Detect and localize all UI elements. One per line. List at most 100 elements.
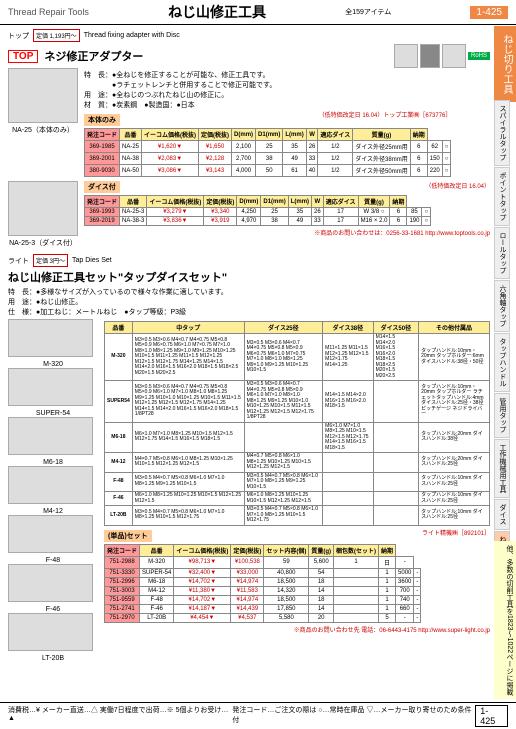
- table-cell: F-48: [105, 472, 133, 492]
- table-cell: M3×0.5 M4×0.7 M5×0.8 M6×1.0 M7×1.0 M8×1.…: [132, 506, 244, 526]
- table-cell: M4-12: [140, 586, 174, 595]
- page-number-bottom: 1-425: [475, 705, 508, 727]
- table-cell: M14×1.5 M14×2.0 M16×1.5 M16×2.0 M18×1.5 …: [373, 334, 418, 381]
- table-cell: 18,500: [264, 577, 309, 586]
- table-cell: ○: [442, 165, 451, 177]
- table-header: 納期: [410, 129, 427, 141]
- table-cell: 751-2988: [105, 556, 140, 568]
- table-cell: 40,800: [264, 568, 309, 577]
- table-cell: 6: [390, 208, 407, 217]
- product-img: [8, 515, 93, 553]
- table-cell: ¥2,128: [199, 153, 232, 165]
- table-cell: 4,250: [237, 208, 261, 217]
- table-cell: 5,580: [264, 613, 309, 622]
- table-cell: [373, 492, 418, 506]
- table-cell: ○: [422, 208, 431, 217]
- table-cell: タップハンドル:20mm ダイスハンドル:25径: [419, 453, 490, 473]
- table-cell: 35: [288, 208, 311, 217]
- table-cell: 380-9030: [85, 165, 120, 177]
- table-cell: 190: [407, 217, 422, 226]
- table-cell: NA-25-3: [120, 208, 147, 217]
- table-header: イーコム価格(税抜): [147, 196, 204, 208]
- product-img: [8, 319, 93, 357]
- table-cell: 85: [407, 208, 422, 217]
- table-cell: ダイス外径38mm用: [353, 153, 411, 165]
- table-cell: 700: [396, 586, 414, 595]
- dim-diagram-2: [420, 44, 440, 68]
- header-items: 全159アイテム: [345, 7, 391, 17]
- product-img-label: M-320: [8, 361, 98, 368]
- table-cell: 25: [261, 208, 288, 217]
- table-cell: 740: [396, 595, 414, 604]
- table-cell: -: [414, 568, 421, 577]
- table-header: 定価(税抜): [204, 196, 237, 208]
- table-cell: 1: [334, 556, 379, 568]
- table-header: ダイス38径: [323, 322, 373, 334]
- table-cell: M6×1.0 M8×1.25 M10×1.25 M10×1.5 M12×1.25…: [132, 492, 244, 506]
- subhead-with-dice: ダイス付: [84, 181, 120, 193]
- side-tab-main: ねじ切り工具: [494, 26, 516, 102]
- table-cell: 1/2: [318, 141, 353, 153]
- table-cell: M6×1.0 M7×1.0 M8×1.25 M10×1.5 M12×1.5 M1…: [132, 422, 244, 453]
- table-cell: タップハンドル:10mm ダイスハンドル:25径: [419, 472, 490, 492]
- side-tab-item: 工作機械用工具: [494, 439, 510, 498]
- table-cell: 17: [323, 208, 358, 217]
- table-cell: 18: [309, 577, 334, 586]
- table-cell: 日: [379, 556, 396, 568]
- table-cell: タップハンドル:10mm ダイスハンドル:25径: [419, 506, 490, 526]
- table-cell: 35: [283, 141, 306, 153]
- product-img-na25: [8, 68, 78, 123]
- table-cell: M3×0.5 M4×0.7 M5×0.8 M6×1.0 M7×1.0 M8×1.…: [244, 506, 323, 526]
- table-cell: 5000: [396, 568, 414, 577]
- table-header: D(mm): [232, 129, 256, 141]
- table-cell: [334, 613, 379, 622]
- table-header: イーコム価格(税抜): [174, 544, 231, 556]
- table-cell: 369-1993: [85, 208, 120, 217]
- table-cell: 369-1985: [85, 141, 120, 153]
- rohs-badge: RoHS: [468, 52, 490, 60]
- table-header: イーコム価格(税抜): [142, 129, 199, 141]
- product-img: [8, 417, 93, 455]
- table-cell: [334, 577, 379, 586]
- table-cell: 1: [379, 604, 396, 613]
- table-cell: M6-18: [105, 422, 133, 453]
- table-header: 納期: [390, 196, 407, 208]
- img-label-na25: NA-25（本体のみ）: [8, 125, 78, 135]
- table-cell: 4,000: [232, 165, 256, 177]
- side-tab-item: 管用タップ: [494, 393, 510, 438]
- product-images-col: M-320SUPER-54M6-18M4-12F-48F-46LT-20B: [8, 319, 98, 662]
- table-cell: ¥2,083▼: [142, 153, 199, 165]
- table-header: 発注コード: [85, 196, 120, 208]
- table-cell: ¥14,702▼: [174, 577, 231, 586]
- table-cell: NA-38: [120, 153, 142, 165]
- table-cell: 369-2019: [85, 217, 120, 226]
- table-cell: [373, 453, 418, 473]
- img-label-na25-3: NA-25-3（ダイス付）: [8, 238, 78, 248]
- table-header: 品番: [140, 544, 174, 556]
- table-header: W: [312, 196, 324, 208]
- table-cell: 6: [390, 217, 407, 226]
- table-header: 品番: [105, 322, 133, 334]
- table-cell: M3×0.5 M4×0.7 M5×0.8 M6×1.0 M7×1.0 M8×1.…: [244, 472, 323, 492]
- table-cell: ○: [422, 217, 431, 226]
- table-cell: [323, 506, 373, 526]
- table-cell: ¥14,974: [231, 577, 264, 586]
- table-cell: ¥11,583: [231, 586, 264, 595]
- table-cell: F-48: [140, 595, 174, 604]
- table-cell: ¥4,537: [231, 613, 264, 622]
- table-header: ダイス25径: [244, 322, 323, 334]
- table-cell: 1: [379, 586, 396, 595]
- table-header: セット内容(個): [264, 544, 309, 556]
- table-cell: ¥3,836▼: [147, 217, 204, 226]
- table-cell: [323, 492, 373, 506]
- table-cell: 751-9559: [105, 595, 140, 604]
- table-header: 適応ダイス: [318, 129, 353, 141]
- table-cell: M3×0.5 M3×0.6 M4×0.7 M4×0.75 M5×0.8 M5×0…: [132, 334, 244, 381]
- table-cell: -: [414, 613, 421, 622]
- table-cell: 25: [256, 141, 283, 153]
- table-header: 適応ダイス: [323, 196, 358, 208]
- table-header: その他付属品: [419, 322, 490, 334]
- section-title-1: ネジ修正アダプター: [44, 48, 143, 64]
- table-cell: SUPER-54: [140, 568, 174, 577]
- table-cell: 1: [379, 595, 396, 604]
